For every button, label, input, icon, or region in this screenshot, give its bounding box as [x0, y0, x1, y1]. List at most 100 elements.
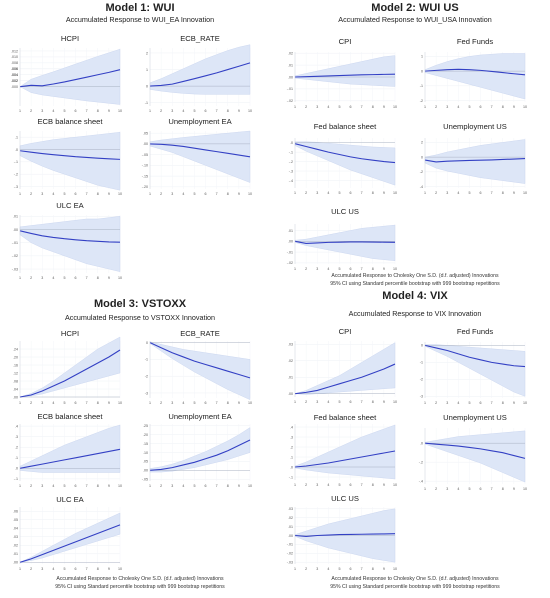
- irf-panel: .03 .02 .01 .001 2 3 4 5 6 7 8 9 10: [288, 341, 397, 404]
- response-line: [294, 450, 396, 468]
- x-tick-label: 2: [160, 109, 162, 113]
- y-tick-label: 0: [421, 155, 423, 159]
- confidence-band: [149, 427, 251, 473]
- irf-panel: .06 .05 .04 .03 .02 .01 .001 2 3 4 5 6 7 8 9 10: [13, 507, 122, 571]
- x-tick-label: 4: [457, 401, 459, 405]
- y-tick-label: .008: [11, 61, 18, 65]
- y-tick-label: -.05: [142, 478, 148, 482]
- x-tick-label: 6: [350, 483, 352, 487]
- panel-title: Unemployment US: [443, 122, 507, 131]
- y-tick-label: -.02: [12, 254, 18, 258]
- x-tick-label: 10: [393, 400, 397, 404]
- x-tick-label: 9: [108, 484, 110, 488]
- x-tick-label: 8: [227, 192, 229, 196]
- x-tick-label: 1: [294, 267, 296, 271]
- y-tick-label: .25: [143, 424, 148, 428]
- response-line: [149, 62, 251, 87]
- x-tick-label: 2: [30, 484, 32, 488]
- x-tick-label: 8: [97, 276, 99, 280]
- x-tick-label: 6: [205, 109, 207, 113]
- y-tick-label: .0: [15, 467, 18, 471]
- x-tick-label: 9: [513, 401, 515, 405]
- y-tick-label: 0: [421, 344, 423, 348]
- irf-panel: .25 .20 .15 .10 .05 .00 -.051 2 3 4 5 6 7 8 9 10: [142, 424, 252, 488]
- x-tick-label: 7: [86, 567, 88, 571]
- x-tick-label: 4: [457, 487, 459, 491]
- y-tick-label: .0: [290, 465, 293, 469]
- panel-title: Unemployment EA: [168, 117, 232, 126]
- response-line: [19, 69, 121, 88]
- x-tick-label: 10: [393, 267, 397, 271]
- footnote-line: Accumulated Response to Cholesky One S.D…: [331, 273, 499, 279]
- x-tick-label: 6: [350, 267, 352, 271]
- x-tick-label: 8: [97, 109, 99, 113]
- x-tick-label: 3: [41, 109, 43, 113]
- x-tick-label: 3: [171, 192, 173, 196]
- y-tick-label: -3: [145, 391, 148, 395]
- y-tick-label: .00: [288, 75, 293, 79]
- x-tick-label: 7: [361, 483, 363, 487]
- y-tick-label: .00: [13, 228, 18, 232]
- x-tick-label: 5: [338, 567, 340, 571]
- x-tick-label: 3: [316, 483, 318, 487]
- x-tick-label: 8: [502, 487, 504, 491]
- y-tick-label: -.2: [14, 172, 18, 176]
- x-tick-label: 9: [108, 567, 110, 571]
- x-tick-label: 7: [361, 191, 363, 195]
- x-tick-label: 10: [523, 105, 527, 109]
- x-tick-label: 3: [41, 192, 43, 196]
- x-tick-label: 4: [52, 401, 54, 405]
- x-tick-label: 10: [248, 109, 252, 113]
- x-tick-label: 6: [205, 192, 207, 196]
- x-tick-label: 4: [457, 191, 459, 195]
- response-line: [149, 342, 251, 379]
- response-line: [294, 143, 396, 164]
- x-tick-label: 5: [193, 192, 195, 196]
- panel-title: ULC EA: [56, 495, 84, 504]
- y-tick-label: -.01: [12, 241, 18, 245]
- y-tick-label: .00: [13, 561, 18, 565]
- response-line: [19, 150, 121, 160]
- y-tick-label: .0: [420, 441, 423, 445]
- x-tick-label: 3: [41, 484, 43, 488]
- y-tick-label: .01: [288, 63, 293, 67]
- panel-title: Fed Funds: [456, 327, 494, 336]
- x-tick-label: 4: [457, 105, 459, 109]
- x-tick-label: 2: [160, 484, 162, 488]
- x-tick-label: 5: [338, 400, 340, 404]
- y-tick-label: -.3: [14, 185, 18, 189]
- x-tick-label: 3: [446, 487, 448, 491]
- x-tick-label: 10: [393, 105, 397, 109]
- x-tick-label: 4: [182, 484, 184, 488]
- x-tick-label: 3: [171, 484, 173, 488]
- y-tick-label: .08: [13, 379, 18, 383]
- x-tick-label: 9: [513, 105, 515, 109]
- y-tick-label: .10: [143, 451, 148, 455]
- y-tick-label: -2: [145, 375, 148, 379]
- y-tick-label: .2: [15, 446, 18, 450]
- irf-panel: 10-1-21 2 3 4 5 6 7 8 9 10: [420, 52, 527, 109]
- x-tick-label: 9: [108, 276, 110, 280]
- y-tick-label: -1: [420, 361, 423, 365]
- x-tick-label: 2: [435, 105, 437, 109]
- x-tick-label: 6: [350, 400, 352, 404]
- y-tick-label: .02: [288, 516, 293, 520]
- response-line: [424, 158, 526, 163]
- y-tick-label: -.10: [142, 164, 148, 168]
- y-tick-label: .2: [290, 445, 293, 449]
- response-line: [424, 68, 526, 76]
- y-tick-label: .3: [15, 435, 18, 439]
- x-tick-label: 7: [361, 267, 363, 271]
- response-line: [19, 349, 121, 398]
- x-tick-label: 8: [227, 484, 229, 488]
- y-tick-label: -.1: [289, 475, 293, 479]
- x-tick-label: 8: [97, 567, 99, 571]
- x-tick-label: 10: [393, 191, 397, 195]
- x-tick-label: 8: [227, 401, 229, 405]
- x-tick-label: 5: [338, 105, 340, 109]
- confidence-band: [424, 344, 526, 397]
- response-line: [19, 448, 121, 469]
- y-tick-label: -3: [420, 395, 423, 399]
- y-tick-label: .00: [143, 142, 148, 146]
- x-tick-label: 5: [63, 484, 65, 488]
